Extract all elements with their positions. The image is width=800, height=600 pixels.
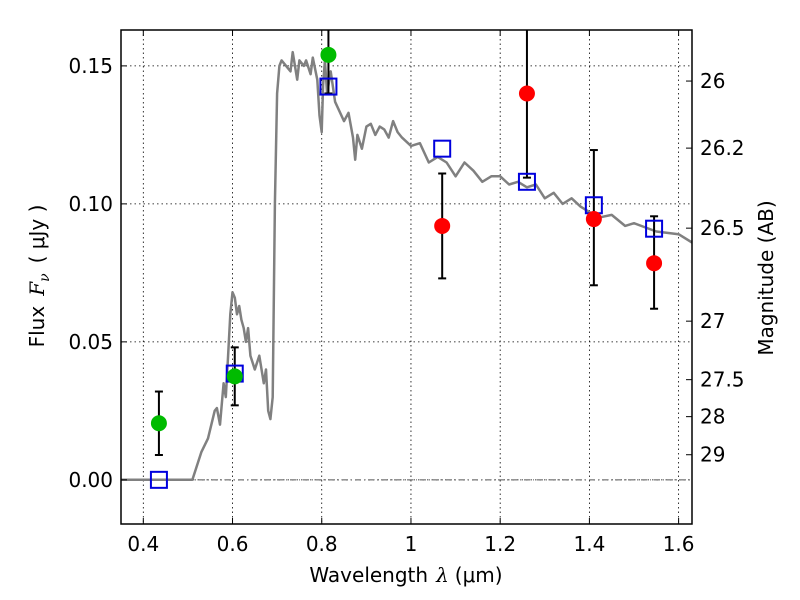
x-tick-label: 0.6 [217,532,249,556]
plot-frame [120,29,693,525]
observed-points [150,46,663,432]
model-photometry-square [149,470,168,489]
y-tick-label: 0.05 [68,330,113,354]
model-photometry-square [645,219,664,238]
y-tick-label: 0.10 [68,192,113,216]
y-axis-label: FluxFν( μJy ) [25,205,53,348]
observed-green-point [226,368,243,385]
mag-tick-label: 26.5 [700,216,745,240]
mag-tick-label: 28 [700,405,725,429]
axis-ticks: 0.4 0.6 0.8 1 1.2 1.4 1.6 0.00 0.05 0.10 0.15 26 26.… [68,30,745,556]
x-tick-label: 0.4 [127,532,159,556]
y-tick-label: 0.00 [68,468,113,492]
y2-axis-label: Magnitude (AB) [754,200,778,355]
x-tick-label: 1.4 [573,532,605,556]
mag-tick-label: 29 [700,443,725,467]
mag-tick-label: 26 [700,69,725,93]
observed-red-point [646,255,663,272]
mag-tick-label: 27 [700,309,725,333]
model-photometry-square [319,77,338,96]
observed-green-point [320,46,337,63]
model-photometry-square [517,172,536,191]
model-photometry-square [433,139,452,158]
x-tick-label: 1.6 [663,532,695,556]
y-tick-label: 0.15 [68,54,113,78]
observed-green-point [150,415,167,432]
observed-red-point [434,217,451,234]
x-tick-label: 0.8 [306,532,338,556]
plot-area [121,30,692,524]
x-tick-label: 1.2 [484,532,516,556]
mag-tick-label: 26.2 [700,136,745,160]
observed-red-point [585,211,602,228]
x-axis-label: Wavelength λ (μm) [309,563,502,587]
x-tick-label: 1 [405,532,418,556]
observed-red-point [518,85,535,102]
mag-tick-label: 27.5 [700,368,745,392]
